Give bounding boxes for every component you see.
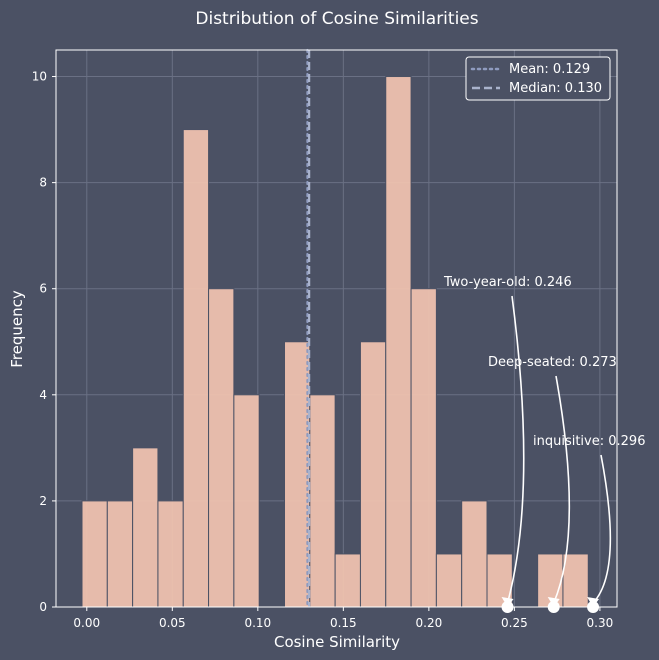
histogram-bar	[81, 500, 108, 608]
y-tick-label: 6	[39, 282, 47, 296]
histogram-bar	[132, 447, 159, 608]
y-axis-label: Frequency	[8, 290, 26, 368]
legend-median-label: Median: 0.130	[509, 81, 602, 96]
histogram-bar	[233, 394, 260, 608]
y-tick-label: 2	[39, 494, 47, 508]
reference-lines	[306, 48, 311, 609]
annotation-label: Two-year-old: 0.246	[443, 275, 572, 290]
annotation-arrow	[592, 454, 612, 604]
x-tick-label: 0.30	[587, 616, 614, 630]
plot-frame	[55, 49, 618, 608]
x-tick-label: 0.10	[244, 616, 271, 630]
histogram-bar	[284, 341, 311, 608]
histogram-bar	[461, 500, 488, 608]
x-tick-label: 0.15	[330, 616, 357, 630]
y-axis-ticks: 0 2 4 6 8 10	[32, 70, 56, 614]
histogram-bar	[562, 553, 589, 608]
x-axis-label: Cosine Similarity	[274, 633, 400, 651]
legend: Mean: 0.129 Median: 0.130	[465, 56, 611, 101]
y-tick-label: 10	[32, 70, 47, 84]
histogram-bar	[106, 500, 134, 608]
x-tick-label: 0.05	[159, 616, 186, 630]
annotation-arrow	[552, 375, 571, 604]
bars-group	[81, 76, 589, 608]
y-tick-label: 0	[39, 600, 47, 614]
x-axis-ticks: 0.00 0.05 0.10 0.15 0.20 0.25 0.30	[73, 607, 613, 630]
histogram-bar	[359, 341, 387, 608]
histogram-bar	[309, 394, 336, 608]
legend-mean-label: Mean: 0.129	[509, 62, 590, 77]
histogram-bar	[208, 288, 235, 608]
x-tick-label: 0.25	[501, 616, 528, 630]
y-tick-label: 4	[39, 388, 47, 402]
x-tick-label: 0.20	[416, 616, 443, 630]
annotation-arrow	[506, 295, 525, 604]
histogram-bar	[435, 553, 463, 608]
annotations-group: Two-year-old: 0.246 Deep-seated: 0.273 inq…	[443, 275, 645, 613]
histogram-bar	[182, 129, 210, 608]
annotation-label: Deep-seated: 0.273	[488, 355, 617, 370]
x-tick-label: 0.00	[73, 616, 100, 630]
legend-box	[465, 56, 611, 101]
chart-title: Distribution of Cosine Similarities	[195, 9, 478, 29]
annotation-label: inquisitive: 0.296	[533, 434, 645, 449]
histogram-bar	[157, 500, 184, 608]
histogram-bar	[385, 76, 412, 608]
histogram-bar	[334, 553, 361, 608]
y-tick-label: 8	[39, 176, 47, 190]
histogram-bar	[410, 288, 437, 608]
